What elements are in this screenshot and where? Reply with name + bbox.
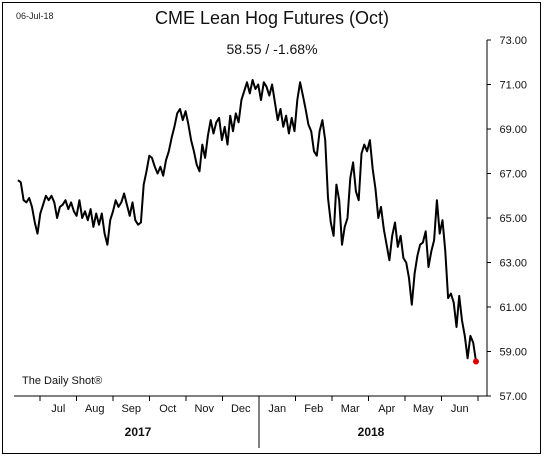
x-year-label: 2018: [358, 425, 385, 439]
y-tick-label: 69.00: [499, 124, 527, 136]
chart-subtitle: 58.55 / -1.68%: [226, 41, 317, 57]
x-axis-months: Jul Aug Sep Oct Nov Dec Jan Feb Mar Apr May Jun: [39, 396, 479, 448]
x-month-label: Dec: [231, 403, 251, 415]
x-year-label: 2017: [125, 425, 152, 439]
price-series-line: [17, 79, 477, 362]
y-tick-label: 57.00: [499, 391, 527, 403]
x-month-label: Oct: [159, 403, 176, 415]
x-month-label: Jun: [451, 403, 469, 415]
y-tick-label: 67.00: [499, 169, 527, 181]
chart-title: CME Lean Hog Futures (Oct): [155, 8, 389, 28]
x-month-label: May: [413, 403, 434, 415]
last-price-marker: [473, 358, 479, 365]
x-month-label: Sep: [121, 403, 141, 415]
y-tick-label: 71.00: [499, 80, 527, 92]
x-month-label: Mar: [341, 403, 360, 415]
x-month-label: Jan: [268, 403, 286, 415]
y-tick-label: 65.00: [499, 213, 527, 225]
chart-frame: [2, 2, 541, 454]
y-axis-ticks: 73.00 71.00 69.00 67.00 65.00 63.00 61.00 59.00…: [487, 35, 527, 403]
y-tick-label: 61.00: [499, 302, 527, 314]
y-tick-label: 73.00: [499, 35, 527, 47]
date-stamp: 06-Jul-18: [16, 11, 54, 21]
x-month-label: Apr: [378, 403, 395, 415]
x-month-label: Jul: [51, 403, 65, 415]
series-layer: [17, 79, 479, 365]
x-month-label: Nov: [194, 403, 214, 415]
source-label: The Daily Shot®: [22, 375, 102, 387]
x-month-label: Feb: [304, 403, 323, 415]
y-tick-label: 63.00: [499, 258, 527, 270]
x-month-label: Aug: [85, 403, 105, 415]
x-axis-years: 2017 2018: [125, 425, 385, 439]
y-tick-label: 59.00: [499, 347, 527, 359]
